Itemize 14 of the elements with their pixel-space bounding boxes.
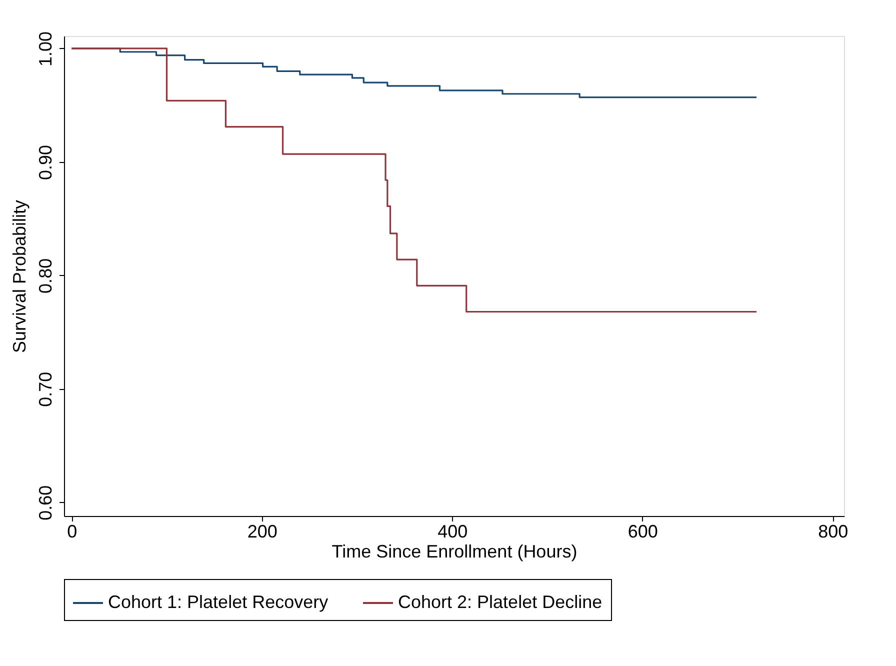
y-axis-title: Survival Probability xyxy=(10,200,30,354)
y-tick-label: 0.60 xyxy=(36,485,56,520)
x-tick-label: 200 xyxy=(247,522,278,542)
legend-label: Cohort 1: Platelet Recovery xyxy=(108,592,328,612)
x-axis-title: Time Since Enrollment (Hours) xyxy=(332,542,578,562)
x-tick-label: 600 xyxy=(628,522,658,542)
x-tick-label: 0 xyxy=(67,522,78,542)
legend-label: Cohort 2: Platelet Decline xyxy=(398,592,602,612)
x-tick-label: 800 xyxy=(818,522,848,542)
y-tick-label: 0.80 xyxy=(36,258,56,294)
y-tick-label: 0.70 xyxy=(36,372,56,407)
y-tick-label: 1.00 xyxy=(36,31,56,67)
x-tick-label: 400 xyxy=(438,522,468,542)
y-tick-label: 0.90 xyxy=(36,144,56,180)
